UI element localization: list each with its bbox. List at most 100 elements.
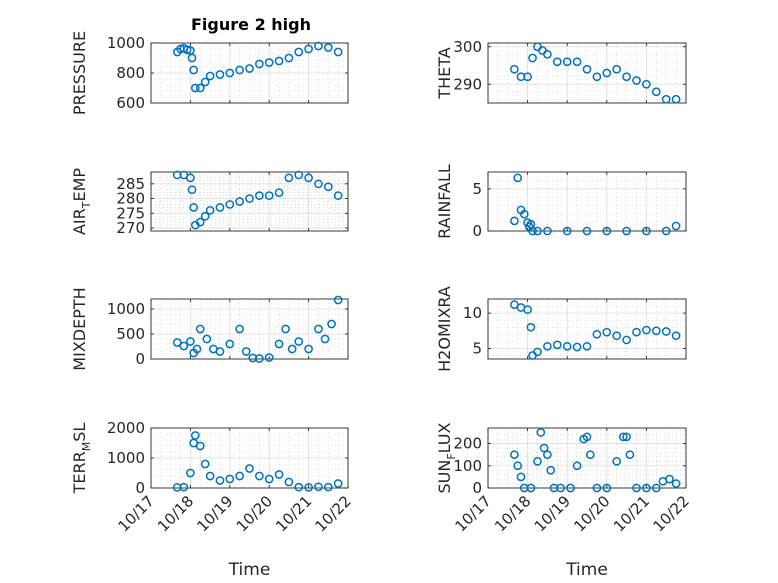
data-point xyxy=(274,470,284,479)
data-point xyxy=(333,47,343,57)
data-point xyxy=(294,170,304,180)
data-point xyxy=(200,211,210,221)
data-point xyxy=(661,327,671,336)
data-point xyxy=(572,461,582,471)
axes-box xyxy=(150,171,349,232)
data-point xyxy=(622,72,631,82)
y-axis-label: THETA xyxy=(435,47,454,99)
data-point xyxy=(235,65,244,75)
data-point xyxy=(294,47,304,57)
data-point xyxy=(543,450,552,460)
data-point xyxy=(543,341,552,351)
data-point xyxy=(625,450,635,460)
y-axis-label: RAINFALL xyxy=(435,164,454,239)
data-point xyxy=(255,354,264,363)
data-point xyxy=(284,173,294,183)
data-point xyxy=(195,217,205,227)
data-point xyxy=(187,53,197,63)
y-tick-label: 285 xyxy=(116,175,145,193)
y-tick-label: 0 xyxy=(472,222,482,240)
plot-area xyxy=(488,172,686,231)
y-tick-label: 2000 xyxy=(107,419,145,437)
data-point xyxy=(172,338,182,347)
data-point xyxy=(632,327,641,337)
y-tick-label: 1000 xyxy=(107,449,145,467)
data-point xyxy=(642,79,651,89)
data-point xyxy=(602,226,612,236)
data-point xyxy=(215,203,225,212)
data-point xyxy=(552,57,562,67)
data-point xyxy=(602,483,612,493)
data-point xyxy=(533,226,542,236)
subplot-mixdepth: 0 500 1000 MIXDEPTH xyxy=(70,287,349,371)
data-point xyxy=(215,476,225,485)
y-tick-label: 280 xyxy=(116,190,145,208)
data-point xyxy=(543,49,552,59)
data-point xyxy=(665,474,674,484)
data-point xyxy=(264,191,274,200)
data-point xyxy=(556,483,565,493)
data-point xyxy=(205,471,215,481)
data-point xyxy=(612,456,622,466)
axes-box xyxy=(487,298,687,360)
data-point xyxy=(215,347,225,356)
figure-title: Figure 2 high xyxy=(191,15,311,34)
data-point xyxy=(602,68,612,78)
y-axis-label: PRESSURE xyxy=(70,31,89,115)
data-point xyxy=(516,472,526,482)
y-axis-label: SUNFLUX xyxy=(435,422,458,493)
data-point xyxy=(304,344,313,354)
data-point xyxy=(235,471,244,481)
y-tick-label: 270 xyxy=(116,219,145,237)
data-point xyxy=(622,226,631,236)
data-point xyxy=(323,43,333,52)
data-point xyxy=(526,483,536,493)
data-point xyxy=(562,341,572,351)
y-tick-label: 0 xyxy=(472,479,482,497)
axes-box xyxy=(487,42,687,104)
y-tick-label: 290 xyxy=(453,75,482,93)
data-point xyxy=(523,305,532,314)
data-point xyxy=(333,479,343,488)
data-point xyxy=(320,334,330,344)
data-point xyxy=(245,194,254,203)
data-point xyxy=(622,432,631,442)
x-axis-label: Time xyxy=(228,560,271,580)
y-axis-label: MIXDEPTH xyxy=(70,287,89,370)
y-tick-label: 1000 xyxy=(107,300,145,318)
data-point xyxy=(179,482,189,492)
data-point xyxy=(582,226,592,236)
y-tick-label: 1000 xyxy=(107,34,145,52)
data-point xyxy=(255,471,264,481)
data-point xyxy=(642,325,651,335)
data-point xyxy=(612,64,622,74)
data-point xyxy=(327,319,336,329)
y-tick-label: 0 xyxy=(135,479,145,497)
data-point xyxy=(572,342,582,352)
data-point xyxy=(323,482,333,492)
data-point xyxy=(533,347,542,357)
data-point xyxy=(314,482,323,492)
y-tick-label: 0 xyxy=(135,350,145,368)
data-point xyxy=(205,206,215,215)
y-tick-label: 800 xyxy=(116,64,145,82)
data-point xyxy=(582,64,592,74)
data-point xyxy=(179,341,189,351)
data-point xyxy=(533,456,542,466)
data-point xyxy=(192,344,202,354)
subplot-h2omixra: 5 10 H2OMIXRA xyxy=(435,286,687,372)
data-point xyxy=(274,339,284,349)
data-point xyxy=(294,482,304,492)
data-point xyxy=(314,324,323,334)
data-point xyxy=(671,94,681,104)
axes-box xyxy=(487,171,687,232)
data-point xyxy=(225,68,235,78)
y-tick-label: 5 xyxy=(472,180,482,198)
data-point xyxy=(190,431,200,440)
data-point xyxy=(195,441,205,451)
data-point xyxy=(200,459,210,469)
data-point xyxy=(264,58,274,67)
data-point xyxy=(255,59,264,69)
